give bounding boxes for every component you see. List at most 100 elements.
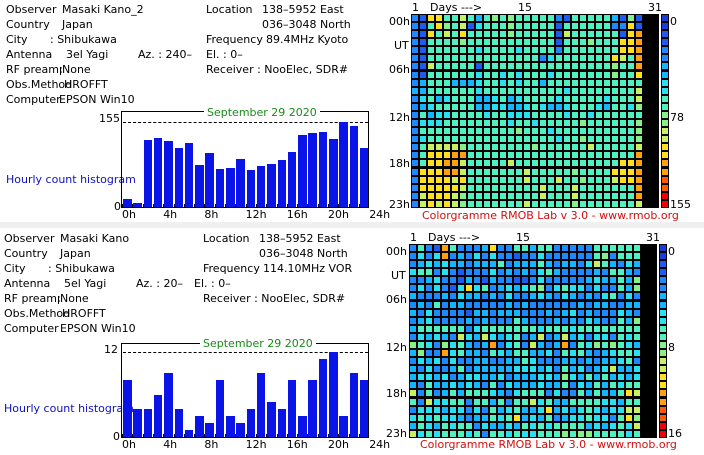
colorgramme-cell (442, 414, 448, 421)
histogram-bar (236, 422, 245, 437)
colorgramme-cell (460, 200, 466, 207)
colorgramme-cell (458, 277, 464, 284)
colorgramme-cell (604, 144, 610, 151)
colorgramme-cell (618, 422, 624, 429)
colorgramme-cell (548, 111, 554, 118)
colorgramme-cell (466, 390, 472, 397)
legend-swatch (662, 152, 668, 159)
colorgramme-cell (546, 341, 552, 348)
colorgramme-cell (546, 253, 552, 260)
colorgramme-cell (594, 333, 600, 340)
colorgramme-cell (506, 366, 512, 373)
colorgramme-cell (570, 430, 576, 437)
colorgramme-cell (554, 398, 560, 405)
legend-swatch (660, 253, 666, 260)
colorgramme-cell (570, 301, 576, 308)
colorgramme-cell (626, 277, 632, 284)
colorgramme-cell (570, 293, 576, 300)
legend-swatch (662, 192, 668, 199)
histogram-bar (277, 159, 286, 207)
colorgramme-cell (468, 71, 474, 78)
colorgramme-cell (498, 301, 504, 308)
colorgramme-cell (570, 382, 576, 389)
colorgramme-cell (482, 398, 488, 405)
colorgramme-cell (468, 79, 474, 86)
colorgramme-cell (410, 398, 416, 405)
colorgramme-cell (426, 285, 432, 292)
colorgramme-cell (570, 309, 576, 316)
legend-swatch (660, 301, 666, 308)
colorgramme-cell (434, 382, 440, 389)
colorgramme-cell (636, 144, 642, 151)
colorgramme-cell (490, 374, 496, 381)
colorgramme-cell (628, 31, 634, 38)
colorgramme-cell (530, 325, 536, 332)
histogram-bar (215, 380, 225, 437)
colorgramme-cell (514, 309, 520, 316)
colorgramme-cell (444, 23, 450, 30)
colorgramme-cell (604, 128, 610, 135)
colorgramme-cell (412, 87, 418, 94)
colorgramme-cell (482, 317, 488, 324)
colorgramme-cell (596, 47, 602, 54)
colorgramme-cell (450, 422, 456, 429)
colorgramme-cell (594, 414, 600, 421)
colorgramme-cell (436, 144, 442, 151)
rf-preamp-label: RF preamp (6, 63, 62, 76)
colorgramme-cell (618, 382, 624, 389)
x-tick-label: 0h (122, 438, 136, 451)
colorgramme-cell (594, 293, 600, 300)
colorgramme-cell (610, 414, 616, 421)
colorgramme-cell (460, 95, 466, 102)
colorgramme-cell (524, 15, 530, 21)
colorgramme-cell (444, 120, 450, 127)
colorgramme-cell (482, 253, 488, 260)
histogram-bar (359, 380, 369, 437)
colorgramme-cell (434, 422, 440, 429)
legend-swatch (662, 39, 668, 46)
x-tick (194, 434, 196, 438)
x-tick-label: 8h (204, 438, 219, 451)
colorgramme-cell (420, 55, 426, 62)
colorgramme-cell (618, 430, 624, 437)
colorgramme-cell (514, 293, 520, 300)
colorgramme-cell (594, 245, 600, 251)
colorgramme-cell (572, 152, 578, 159)
colorgramme-cell (498, 398, 504, 405)
colorgramme-cell (586, 358, 592, 365)
colorgramme-cell (554, 269, 560, 276)
x-tick (338, 204, 340, 208)
colorgramme-cell (586, 374, 592, 381)
row-label-23h: 23h (386, 427, 407, 440)
colorgramme-cell (612, 200, 618, 207)
colorgramme-cell (538, 358, 544, 365)
histogram-bar (256, 373, 266, 437)
colorgramme-cell (570, 253, 576, 260)
colorgramme-cell (564, 55, 570, 62)
colorgramme-cell (564, 160, 570, 167)
colorgramme-cell (476, 192, 482, 199)
colorgramme-cell (514, 414, 520, 421)
legend-swatch (660, 382, 666, 389)
x-tick (245, 204, 247, 208)
colorgramme-cell (426, 390, 432, 397)
colorgramme-cell (604, 87, 610, 94)
colorgramme-cell (468, 168, 474, 175)
histogram-bar (329, 139, 338, 207)
colorgramme-cell (570, 358, 576, 365)
colorgramme-cell (572, 71, 578, 78)
colorgramme-cell (436, 15, 442, 21)
colorgramme-cell (532, 136, 538, 143)
colorgramme-cell (460, 144, 466, 151)
colorgramme-cell (428, 23, 434, 30)
colorgramme-cell (588, 152, 594, 159)
colorgramme-cell (444, 79, 450, 86)
legend-swatch (660, 430, 666, 437)
colorgramme-cell (458, 414, 464, 421)
colorgramme-cell (474, 374, 480, 381)
colorgramme-cell (418, 366, 424, 373)
colorgramme-cell (466, 430, 472, 437)
colorgramme-cell (420, 23, 426, 30)
colorgramme-cell (626, 285, 632, 292)
colorgramme-cell (522, 277, 528, 284)
